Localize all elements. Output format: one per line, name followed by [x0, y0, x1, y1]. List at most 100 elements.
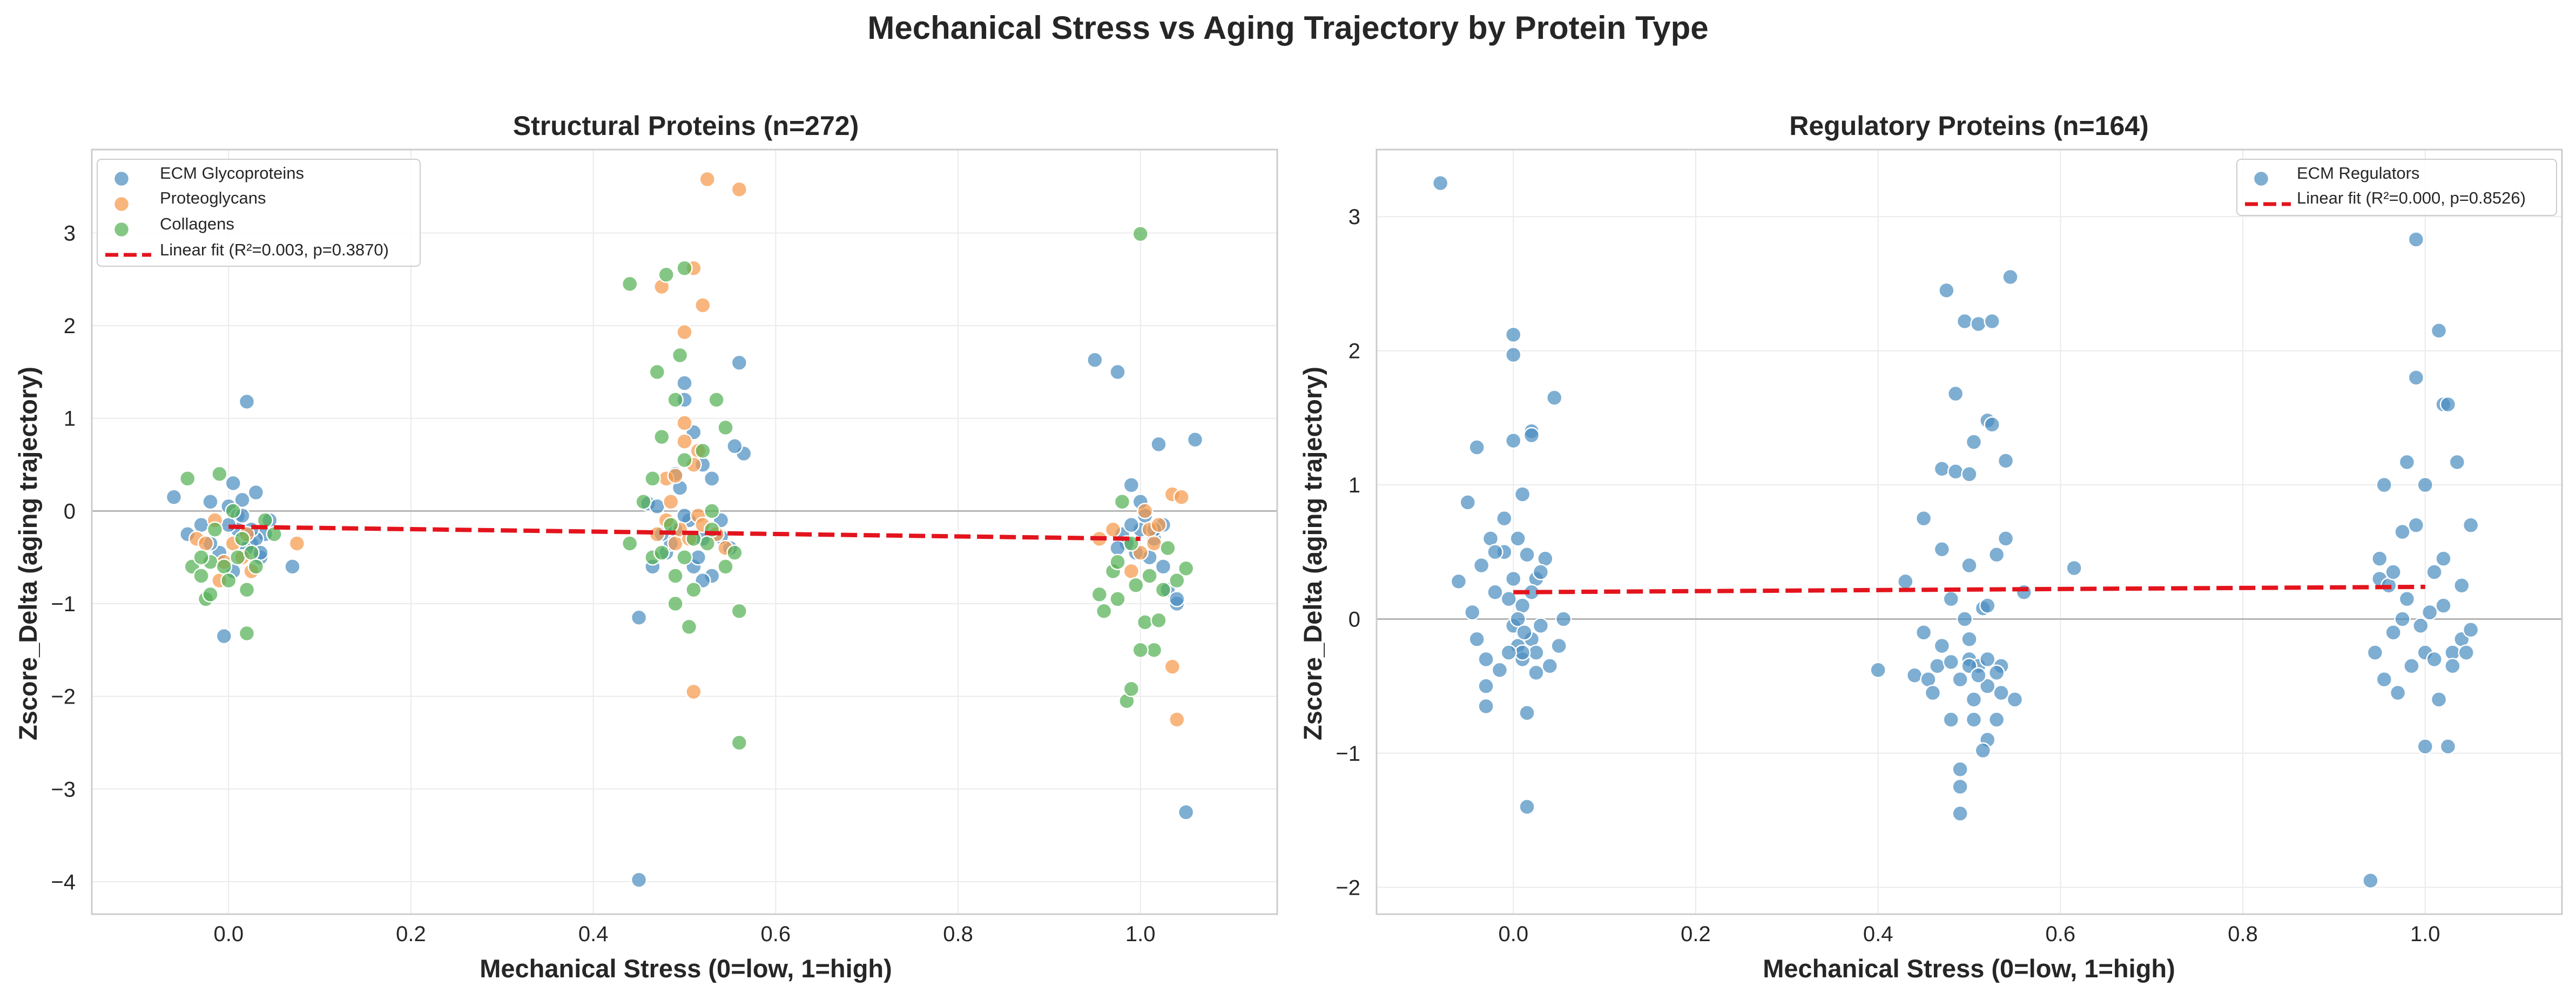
scatter-point — [1505, 326, 1522, 343]
scatter-point — [179, 470, 196, 487]
scatter-point — [676, 415, 693, 431]
scatter-point — [703, 503, 720, 519]
legend-label-linear-fit: Linear fit (R²=0.000, p=0.8526) — [2297, 188, 2526, 207]
scatter-point — [165, 489, 183, 505]
scatter-point — [694, 442, 711, 460]
scatter-point — [1114, 493, 1131, 510]
scatter-point — [1123, 563, 1140, 580]
scatter-point — [2002, 268, 2019, 286]
scatter-point — [202, 586, 219, 603]
legend-box — [2236, 159, 2557, 216]
scatter-point — [1509, 611, 1526, 627]
scatter-point — [1997, 452, 2014, 469]
y-tick-label: 3 — [1348, 205, 1360, 229]
panel-title-regulatory: Regulatory Proteins (n=164) — [1789, 111, 2148, 141]
scatter-point — [284, 558, 301, 575]
scatter-point — [243, 544, 260, 561]
scatter-point — [726, 437, 743, 455]
scatter-point — [1141, 567, 1158, 584]
scatter-point — [1984, 416, 2000, 433]
scatter-point — [1164, 658, 1181, 675]
legend-label-ecm-glycoproteins: ECM Glycoproteins — [160, 164, 304, 183]
scatter-point — [1915, 624, 1932, 641]
scatter-point — [1988, 546, 2005, 563]
scatter-point — [2453, 577, 2470, 594]
scatter-point — [644, 470, 661, 487]
scatter-point — [1965, 434, 1982, 450]
scatter-point — [1519, 705, 1535, 721]
legend-label-ecm-regulators: ECM Regulators — [2297, 164, 2419, 183]
scatter-point — [649, 363, 666, 381]
scatter-point — [694, 297, 711, 314]
scatter-point — [2376, 671, 2392, 688]
scatter-point — [247, 484, 265, 501]
figure-title: Mechanical Stress vs Aging Trajectory by… — [867, 10, 1708, 46]
scatter-point — [708, 391, 725, 408]
scatter-point — [685, 683, 702, 700]
scatter-point — [676, 375, 693, 391]
scatter-point — [2385, 624, 2402, 641]
scatter-point — [676, 433, 693, 450]
scatter-point — [676, 549, 693, 566]
scatter-point — [2394, 611, 2411, 627]
plot-background-regulatory — [1377, 150, 2562, 914]
scatter-point — [1997, 530, 2014, 547]
scatter-point — [2015, 584, 2033, 601]
scatter-point — [676, 323, 693, 341]
x-tick-label: 0.6 — [761, 922, 791, 946]
scatter-point — [1519, 799, 1535, 815]
scatter-point — [690, 549, 707, 566]
x-tick-label: 0.2 — [1681, 922, 1711, 946]
scatter-point — [2006, 691, 2024, 708]
scatter-point — [1915, 510, 1932, 527]
scatter-point — [1528, 664, 1545, 681]
scatter-point — [2376, 476, 2392, 494]
scatter-point — [1541, 658, 1559, 674]
scatter-point — [1988, 664, 2005, 681]
scatter-point — [1897, 573, 1914, 590]
scatter-point — [1109, 363, 1126, 381]
scatter-point — [2408, 369, 2425, 386]
scatter-point — [1546, 389, 1563, 406]
scatter-point — [1550, 637, 1567, 654]
scatter-point — [1132, 641, 1149, 659]
scatter-point — [1906, 667, 1923, 684]
legend-box — [97, 159, 421, 267]
scatter-point — [2458, 644, 2474, 661]
x-tick-label: 0.8 — [943, 922, 973, 946]
x-tick-label: 0.0 — [213, 922, 244, 946]
scatter-point — [1136, 614, 1154, 631]
scatter-point — [667, 567, 684, 584]
scatter-point — [1123, 516, 1140, 533]
scatter-point — [2417, 476, 2433, 494]
scatter-point — [1186, 431, 1204, 448]
scatter-point — [1974, 742, 1992, 759]
x-tick-label: 0.6 — [2046, 922, 2076, 946]
legend-label-linear-fit: Linear fit (R²=0.003, p=0.3870) — [160, 240, 389, 259]
y-axis-label-regulatory: Zscore_Delta (aging trajectory) — [1298, 367, 1327, 740]
scatter-point — [2430, 691, 2447, 708]
scatter-point — [1478, 651, 1494, 668]
scatter-point — [703, 470, 720, 487]
scatter-point — [1952, 805, 1968, 822]
scatter-point — [2362, 872, 2379, 889]
scatter-point — [726, 544, 743, 561]
scatter-point — [2417, 738, 2433, 755]
scatter-point — [1500, 644, 1518, 661]
scatter-point — [1509, 530, 1526, 547]
linear-fit-line — [1513, 584, 2425, 594]
scatter-point — [1177, 560, 1195, 577]
scatter-point — [1970, 315, 1987, 333]
legend-regulatory — [2236, 159, 2557, 216]
scatter-point — [1924, 684, 1941, 701]
scatter-point — [1478, 698, 1494, 715]
scatter-point — [238, 582, 255, 598]
scatter-point — [215, 627, 233, 645]
scatter-point — [1938, 282, 1955, 299]
scatter-point — [2435, 597, 2452, 614]
scatter-point — [1519, 546, 1535, 563]
scatter-point — [630, 609, 648, 626]
scatter-point — [220, 572, 237, 589]
scatter-point — [1979, 597, 1996, 614]
